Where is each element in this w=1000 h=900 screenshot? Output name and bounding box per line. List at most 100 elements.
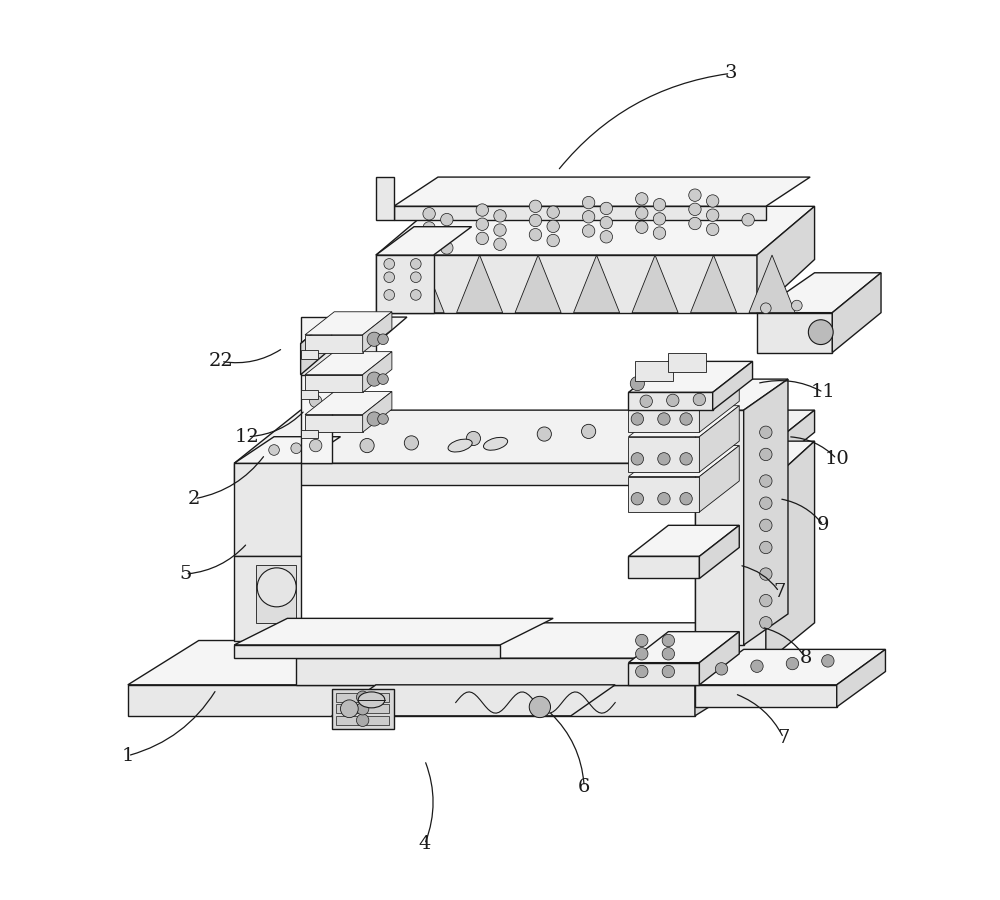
Circle shape	[658, 492, 670, 505]
Circle shape	[640, 395, 652, 408]
Polygon shape	[628, 556, 699, 579]
Polygon shape	[301, 317, 332, 374]
Polygon shape	[234, 410, 815, 464]
Polygon shape	[832, 273, 881, 353]
Circle shape	[760, 616, 772, 629]
Polygon shape	[574, 255, 620, 312]
Polygon shape	[398, 255, 444, 312]
Circle shape	[367, 372, 381, 386]
Circle shape	[689, 217, 701, 230]
Polygon shape	[628, 365, 739, 397]
Circle shape	[761, 303, 771, 313]
Polygon shape	[695, 641, 766, 716]
Polygon shape	[628, 362, 753, 392]
Polygon shape	[744, 379, 788, 645]
Circle shape	[760, 497, 772, 509]
Circle shape	[466, 431, 481, 446]
Circle shape	[636, 207, 648, 220]
Circle shape	[378, 334, 388, 345]
Circle shape	[582, 424, 596, 438]
Polygon shape	[766, 441, 815, 662]
Text: 6: 6	[578, 778, 590, 796]
Polygon shape	[757, 312, 832, 353]
Polygon shape	[699, 365, 739, 432]
Circle shape	[654, 418, 665, 428]
Polygon shape	[748, 410, 815, 485]
Circle shape	[630, 376, 644, 391]
Polygon shape	[336, 716, 389, 724]
Polygon shape	[695, 685, 837, 707]
Polygon shape	[628, 397, 699, 432]
Circle shape	[636, 634, 648, 647]
Circle shape	[378, 374, 388, 384]
Polygon shape	[757, 273, 881, 312]
Polygon shape	[305, 415, 363, 432]
Circle shape	[423, 221, 435, 234]
Circle shape	[476, 203, 488, 216]
Circle shape	[631, 413, 644, 425]
Circle shape	[269, 445, 279, 455]
Polygon shape	[713, 362, 753, 410]
Polygon shape	[837, 650, 885, 707]
Circle shape	[494, 224, 506, 237]
Text: 10: 10	[824, 450, 849, 468]
Polygon shape	[668, 353, 706, 372]
Circle shape	[680, 453, 692, 465]
Circle shape	[404, 436, 418, 450]
Polygon shape	[704, 623, 766, 685]
Polygon shape	[301, 317, 407, 344]
Circle shape	[600, 202, 613, 214]
Circle shape	[537, 427, 551, 441]
Polygon shape	[301, 317, 332, 464]
Polygon shape	[128, 641, 766, 685]
Circle shape	[737, 519, 750, 532]
Text: 2: 2	[188, 490, 200, 508]
Polygon shape	[234, 556, 301, 641]
Circle shape	[309, 442, 319, 453]
Polygon shape	[363, 392, 392, 432]
Circle shape	[636, 221, 648, 233]
Polygon shape	[256, 565, 296, 623]
Circle shape	[742, 213, 754, 226]
Polygon shape	[628, 477, 699, 512]
Polygon shape	[628, 632, 739, 662]
Polygon shape	[128, 685, 695, 716]
Circle shape	[653, 227, 666, 239]
Polygon shape	[305, 352, 392, 374]
Polygon shape	[695, 485, 766, 662]
Circle shape	[658, 413, 670, 425]
Circle shape	[737, 541, 750, 554]
Polygon shape	[332, 689, 394, 729]
Circle shape	[631, 453, 644, 465]
Circle shape	[384, 272, 395, 283]
Polygon shape	[336, 705, 389, 713]
Circle shape	[441, 228, 453, 240]
Polygon shape	[296, 623, 766, 658]
Polygon shape	[695, 379, 788, 410]
Circle shape	[706, 223, 719, 236]
Text: 4: 4	[418, 835, 431, 853]
Polygon shape	[234, 618, 553, 645]
Text: 5: 5	[179, 565, 192, 583]
Circle shape	[529, 214, 542, 227]
Circle shape	[529, 200, 542, 212]
Polygon shape	[301, 350, 318, 359]
Circle shape	[737, 630, 750, 643]
Polygon shape	[699, 446, 739, 512]
Polygon shape	[376, 255, 434, 312]
Circle shape	[356, 691, 369, 704]
Circle shape	[706, 209, 719, 221]
Polygon shape	[457, 255, 503, 312]
Circle shape	[760, 519, 772, 532]
Circle shape	[411, 258, 421, 269]
Polygon shape	[757, 206, 815, 312]
Polygon shape	[635, 362, 673, 381]
Circle shape	[309, 418, 322, 429]
Circle shape	[582, 211, 595, 223]
Circle shape	[792, 301, 802, 310]
Circle shape	[760, 568, 772, 580]
Polygon shape	[699, 526, 739, 579]
Circle shape	[441, 213, 453, 226]
Circle shape	[582, 225, 595, 238]
Polygon shape	[363, 311, 392, 353]
